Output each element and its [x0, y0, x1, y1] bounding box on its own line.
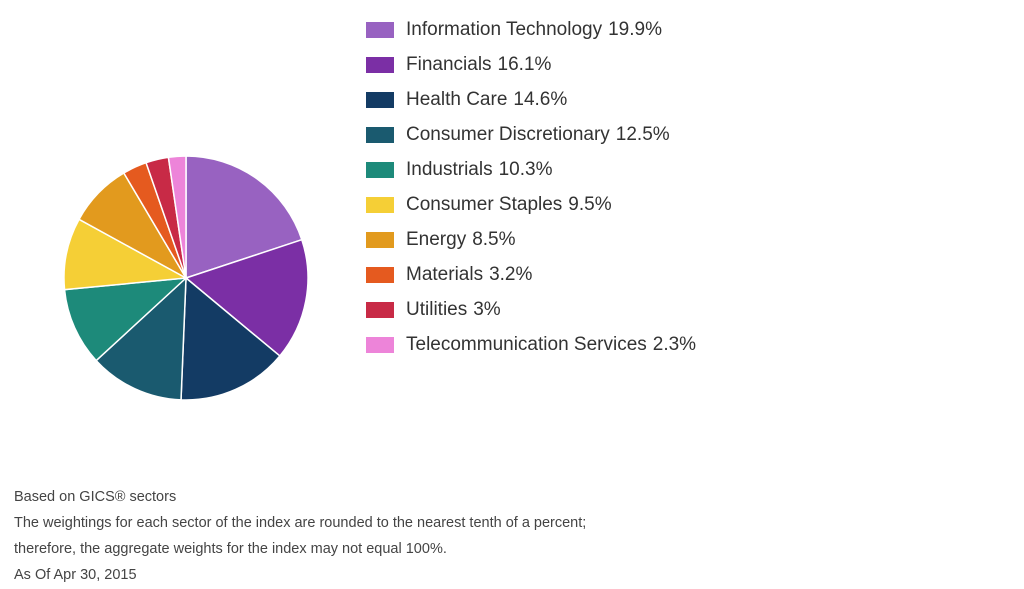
legend-label: Utilities: [406, 299, 467, 321]
legend-swatch: [366, 22, 394, 38]
legend-label: Information Technology: [406, 19, 602, 41]
legend-percent: 9.5%: [568, 194, 611, 216]
legend-swatch: [366, 162, 394, 178]
legend-label: Consumer Discretionary: [406, 124, 610, 146]
footnote-line: The weightings for each sector of the in…: [14, 510, 586, 536]
legend-swatch: [366, 232, 394, 248]
legend: Information Technology 19.9% Financials 16.…: [360, 8, 696, 362]
legend-swatch: [366, 92, 394, 108]
legend-row: Industrials 10.3%: [366, 152, 696, 187]
legend-label: Materials: [406, 264, 483, 286]
legend-row: Materials 3.2%: [366, 257, 696, 292]
legend-percent: 16.1%: [498, 54, 552, 76]
legend-label: Energy: [406, 229, 466, 251]
legend-percent: 10.3%: [499, 159, 553, 181]
legend-label: Financials: [406, 54, 492, 76]
legend-label: Telecommunication Services: [406, 334, 647, 356]
legend-row: Information Technology 19.9%: [366, 12, 696, 47]
legend-row: Telecommunication Services 2.3%: [366, 327, 696, 362]
legend-swatch: [366, 302, 394, 318]
legend-swatch: [366, 337, 394, 353]
legend-row: Consumer Discretionary 12.5%: [366, 117, 696, 152]
legend-label: Consumer Staples: [406, 194, 562, 216]
legend-swatch: [366, 197, 394, 213]
legend-row: Consumer Staples 9.5%: [366, 187, 696, 222]
legend-percent: 3.2%: [489, 264, 532, 286]
legend-row: Health Care 14.6%: [366, 82, 696, 117]
footnote-line: As Of Apr 30, 2015: [14, 562, 586, 588]
legend-label: Industrials: [406, 159, 493, 181]
legend-label: Health Care: [406, 89, 507, 111]
legend-percent: 2.3%: [653, 334, 696, 356]
pie-chart: [46, 138, 326, 418]
chart-area: Information Technology 19.9% Financials 16.…: [0, 0, 1024, 418]
footnote-line: therefore, the aggregate weights for the…: [14, 536, 586, 562]
legend-row: Financials 16.1%: [366, 47, 696, 82]
legend-row: Utilities 3%: [366, 292, 696, 327]
footnotes: Based on GICS® sectorsThe weightings for…: [14, 484, 586, 588]
footnote-line: Based on GICS® sectors: [14, 484, 586, 510]
legend-swatch: [366, 267, 394, 283]
legend-percent: 19.9%: [608, 19, 662, 41]
legend-swatch: [366, 57, 394, 73]
legend-swatch: [366, 127, 394, 143]
legend-row: Energy 8.5%: [366, 222, 696, 257]
legend-percent: 8.5%: [472, 229, 515, 251]
legend-percent: 14.6%: [513, 89, 567, 111]
pie-wrap: [0, 8, 360, 418]
legend-percent: 3%: [473, 299, 500, 321]
legend-percent: 12.5%: [616, 124, 670, 146]
